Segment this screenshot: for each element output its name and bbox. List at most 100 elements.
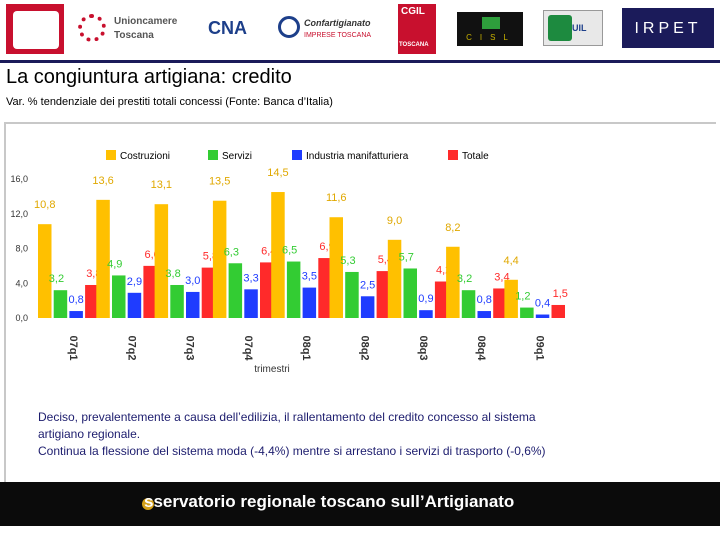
bar	[186, 291, 200, 318]
slide-title: La congiuntura artigiana: credito	[6, 66, 292, 88]
x-tick-label: 08q1	[300, 335, 312, 360]
irpet-text: IRPET	[634, 20, 702, 37]
bar	[170, 284, 184, 318]
data-label: 3,3	[243, 272, 258, 284]
bar	[260, 262, 274, 318]
uil-logo: UIL	[543, 10, 603, 46]
bar	[85, 284, 99, 318]
y-tick-label: 16,0	[10, 174, 28, 184]
commentary-line-2: artigiano regionale.	[38, 427, 141, 441]
bar	[419, 310, 433, 318]
bar	[345, 271, 359, 318]
legend-swatch	[106, 150, 116, 160]
bar	[504, 279, 518, 318]
bar	[271, 192, 285, 318]
data-label: 3,2	[457, 273, 472, 285]
legend-label: Costruzioni	[120, 151, 170, 162]
bar	[387, 239, 402, 318]
bar	[535, 314, 550, 318]
x-tick-label: 07q4	[242, 335, 254, 361]
unioncamere-line2: Toscana	[114, 30, 154, 41]
data-label: 3,0	[185, 275, 200, 287]
commentary-line-1: Deciso, prevalentemente a causa dell’edi…	[38, 410, 536, 424]
y-tick-label: 8,0	[15, 244, 28, 254]
bar	[96, 199, 110, 318]
unioncamere-line1: Unioncamere	[114, 16, 178, 27]
data-label: 0,8	[477, 294, 492, 306]
unioncamere-mark-icon	[78, 14, 106, 42]
x-tick-label: 09q1	[533, 335, 545, 360]
data-label: 6,3	[224, 246, 239, 258]
bar-chart: Costruzioni Servizi Industria manifatturie…	[10, 150, 568, 375]
data-label: 4,4	[504, 255, 519, 267]
bar	[154, 204, 169, 318]
bar	[493, 288, 507, 318]
cgil-line1: CGIL	[401, 6, 425, 17]
x-tick-label: 08q4	[475, 335, 487, 361]
footer-bullet-icon	[142, 498, 154, 510]
header-divider	[0, 60, 720, 63]
bar	[212, 200, 227, 318]
bar	[286, 261, 301, 318]
legend-label: Totale	[462, 151, 489, 162]
cgil-logo: CGIL TOSCANA	[398, 4, 436, 54]
bar	[69, 311, 83, 318]
data-label: 1,5	[553, 288, 568, 300]
y-tick-label: 0,0	[15, 313, 28, 323]
unioncamere-logo: Unioncamere Toscana	[72, 4, 182, 54]
data-label: 10,8	[34, 199, 55, 211]
data-label: 3,8	[165, 268, 180, 280]
bar	[376, 271, 391, 318]
data-label: 0,9	[418, 293, 433, 305]
y-tick-label: 12,0	[10, 209, 28, 219]
x-tick-label: 07q2	[125, 335, 137, 360]
cisl-mark-icon	[482, 17, 500, 29]
bar	[520, 307, 534, 318]
legend-swatch	[292, 150, 302, 160]
data-label: 5,7	[399, 251, 414, 263]
data-label: 9,0	[387, 215, 402, 227]
uil-text: UIL	[572, 23, 587, 33]
cisl-text: CISL	[466, 33, 516, 42]
data-label: 2,9	[127, 276, 142, 288]
bar	[461, 290, 476, 318]
chart-area: Costruzioni Servizi Industria manifatturie…	[6, 124, 718, 482]
cisl-logo: CISL	[457, 12, 523, 46]
chart-panel: Costruzioni Servizi Industria manifatturie…	[4, 122, 718, 484]
data-label: 3,5	[302, 271, 317, 283]
bar	[201, 267, 216, 318]
legend-swatch	[208, 150, 218, 160]
x-tick-label: 07q1	[67, 335, 79, 360]
footer-text: sservatorio regionale toscano sull’Artig…	[144, 492, 515, 511]
bar	[551, 304, 565, 318]
data-label: 13,6	[92, 175, 113, 187]
uil-flag-icon	[548, 15, 572, 41]
slide-subtitle: Var. % tendenziale dei prestiti totali c…	[6, 96, 333, 108]
confartigianato-line2: IMPRESE TOSCANA	[304, 32, 372, 39]
bar	[228, 263, 243, 318]
commentary: Deciso, prevalentemente a causa dell’edi…	[38, 409, 698, 460]
x-axis-label: trimestri	[254, 364, 290, 375]
data-label: 0,4	[535, 298, 550, 310]
footer-banner: sservatorio regionale toscano sull’Artig…	[0, 482, 720, 526]
bar	[112, 275, 126, 318]
data-label: 13,5	[209, 176, 230, 188]
data-label: 6,5	[282, 245, 297, 257]
confartigianato-mark-icon	[278, 16, 300, 38]
bar	[477, 311, 491, 318]
bar	[318, 258, 332, 318]
logo-bar: Unioncamere Toscana CNA Confartigianato …	[0, 0, 720, 58]
bar	[446, 246, 460, 318]
confartigianato-logo: Confartigianato IMPRESE TOSCANA	[274, 4, 378, 54]
data-label: 0,8	[69, 294, 84, 306]
commentary-line-3: Continua la flessione del sistema moda (…	[38, 444, 546, 458]
bar	[38, 224, 52, 318]
x-tick-label: 08q2	[359, 335, 371, 360]
legend-label: Servizi	[222, 151, 252, 162]
data-label: 5,3	[340, 255, 355, 267]
data-label: 8,2	[445, 222, 460, 234]
bar	[53, 290, 68, 318]
data-label: 13,1	[151, 179, 172, 191]
legend-swatch	[448, 150, 458, 160]
cna-text: CNA	[208, 18, 247, 38]
